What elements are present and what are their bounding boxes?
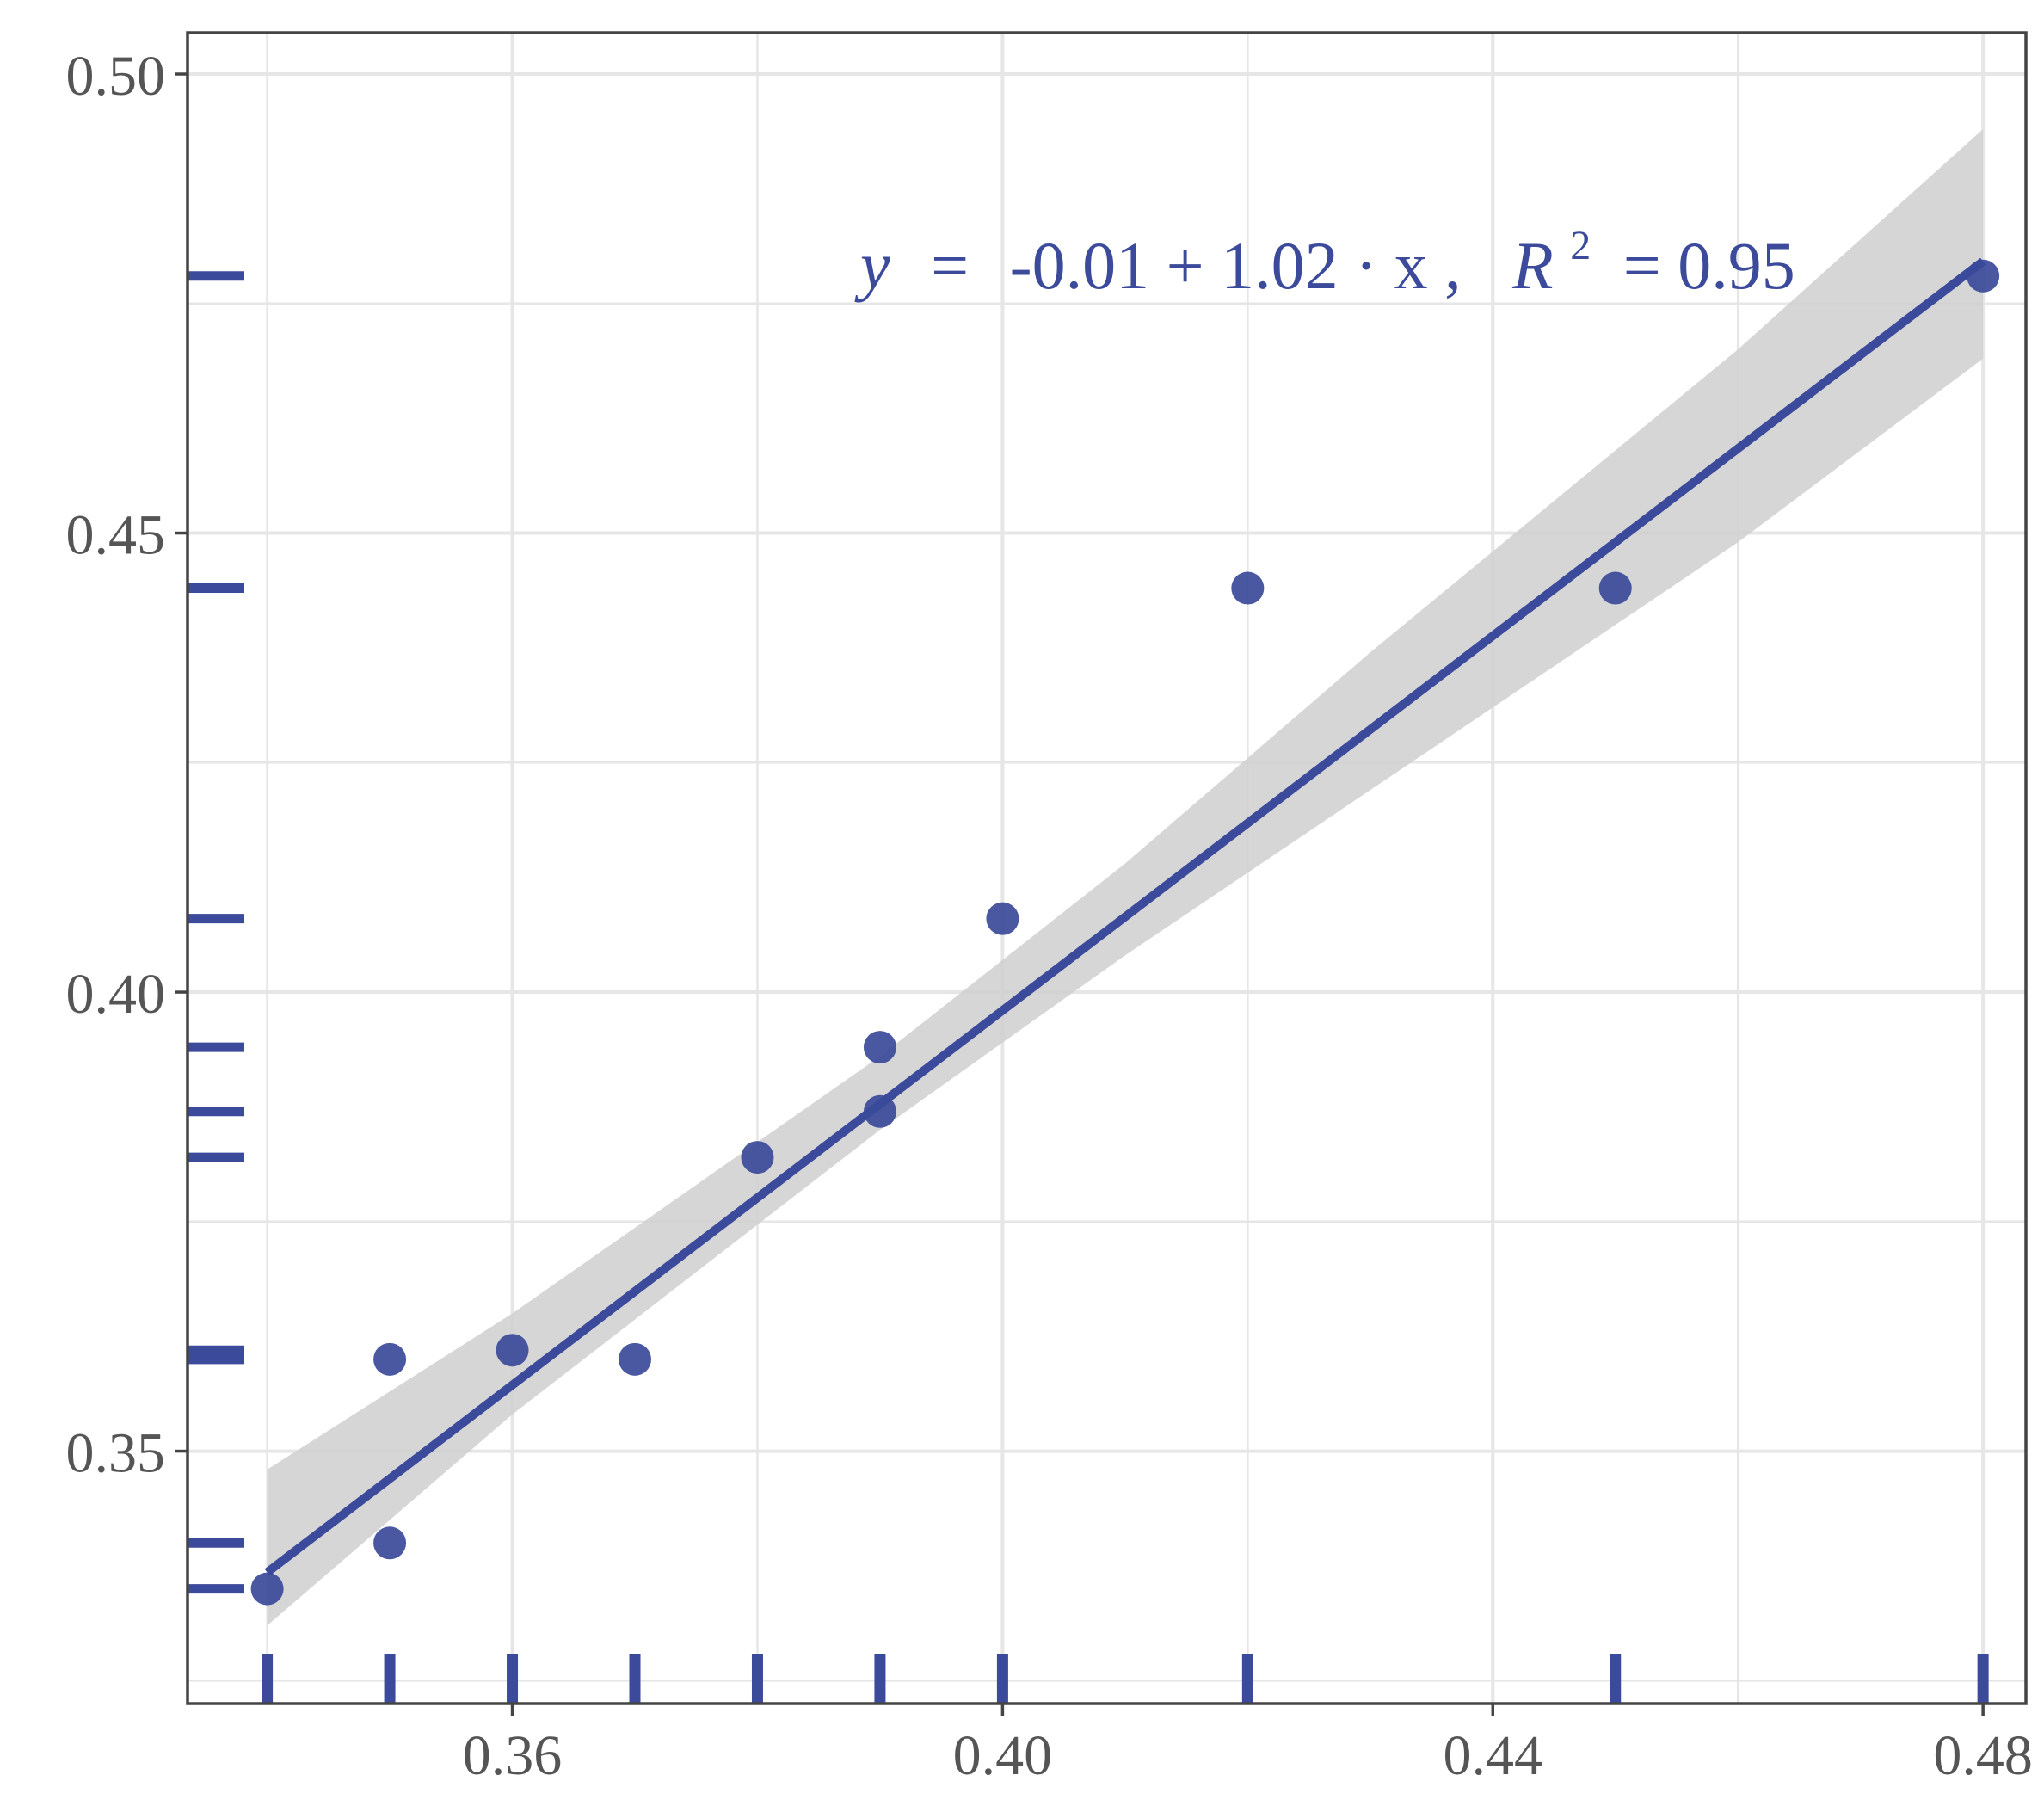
y-tick-label: 0.40 [66, 963, 166, 1026]
data-points [250, 259, 2000, 1606]
x-tick-label: 0.48 [1933, 1724, 2033, 1787]
data-point [373, 1526, 407, 1560]
tick-labels: 0.36 0.40 0.44 0.48 0.35 0.40 0.45 0.50 [66, 45, 2033, 1787]
data-point [863, 1094, 896, 1128]
regression-equation-label: y = -0.01 + 1.02 · x , R 2 = 0.95 [854, 199, 1795, 303]
data-point [863, 1031, 896, 1064]
data-point [741, 1141, 774, 1174]
data-point [1967, 259, 2000, 293]
x-tick-label: 0.36 [463, 1724, 563, 1787]
axes [175, 31, 2028, 1716]
data-point [373, 1342, 407, 1376]
rug-marks [188, 271, 1989, 1704]
eq-equals: = [931, 228, 969, 303]
data-point [619, 1342, 652, 1376]
confidence-band-area [267, 129, 1984, 1626]
data-point [496, 1334, 529, 1367]
confidence-band [267, 129, 1984, 1626]
data-point [1598, 571, 1632, 605]
eq-r-exponent: 2 [1570, 223, 1591, 268]
panel-border [186, 31, 2028, 1705]
regression-line-path [264, 257, 1986, 1576]
y-tick-label: 0.35 [66, 1422, 166, 1485]
eq-rhs: -0.01 + 1.02 · x , [1010, 228, 1462, 303]
eq-y: y [854, 228, 890, 303]
eq-r-value: = 0.95 [1623, 228, 1795, 303]
eq-r: R [1511, 228, 1554, 303]
y-tick-label: 0.50 [66, 45, 166, 108]
regression-line [264, 257, 1986, 1576]
x-tick-label: 0.44 [1444, 1724, 1543, 1787]
data-point [986, 902, 1019, 935]
data-point [250, 1572, 284, 1606]
x-tick-label: 0.40 [953, 1724, 1053, 1787]
y-tick-label: 0.45 [66, 504, 166, 567]
data-point [1231, 571, 1265, 605]
